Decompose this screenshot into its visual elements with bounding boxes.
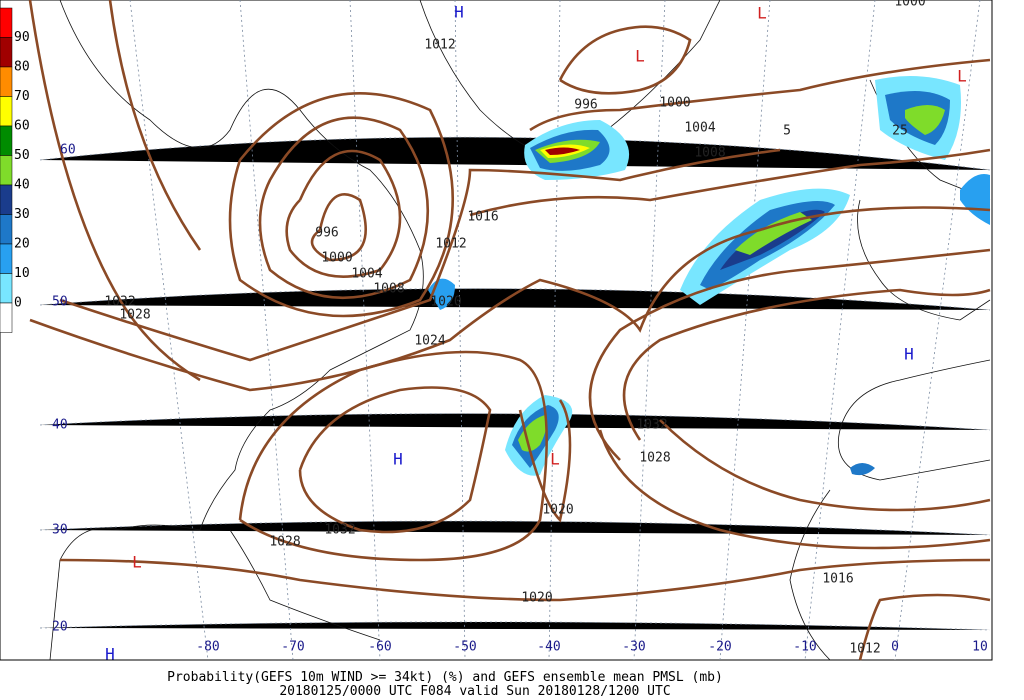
grid-line: [719, 0, 771, 661]
isobar-label: 1020: [430, 295, 461, 310]
longitude-label: -10: [793, 640, 816, 655]
isobar-label: 5: [783, 124, 791, 139]
grid-line: [39, 413, 991, 431]
legend-swatch: [0, 7, 13, 38]
legend-swatch: [0, 273, 13, 304]
isobar-label: 1012: [435, 237, 466, 252]
caption: 20180125/0000 UTC F084 valid Sun 2018012…: [279, 684, 670, 699]
isobar-label: 996: [315, 226, 338, 241]
isobar-label: 1028: [269, 535, 300, 550]
isobar-label: 1016: [822, 572, 853, 587]
high-marker: H: [904, 345, 914, 364]
legend-swatch: [0, 214, 13, 245]
isobar-label: 996: [574, 98, 597, 113]
high-marker: H: [105, 645, 115, 664]
longitude-label: -80: [196, 640, 219, 655]
isobar-label: 1032: [104, 295, 135, 310]
isobars: [28, 0, 991, 661]
isobar-label: 1032: [324, 523, 355, 538]
grid-line: [129, 0, 209, 661]
coastlines: [49, 0, 991, 661]
latitude-label: 60: [60, 143, 76, 158]
legend-label: 20: [14, 237, 30, 252]
longitude-label: -30: [622, 640, 645, 655]
isobar-label: 1028: [639, 451, 670, 466]
latitude-label: 40: [52, 418, 68, 433]
legend-label: 10: [14, 266, 30, 281]
low-marker: L: [635, 47, 645, 66]
latitude-label: 50: [52, 295, 68, 310]
latitude-label: 20: [52, 620, 68, 635]
grid-line: [39, 288, 991, 311]
longitude-label: -50: [453, 640, 476, 655]
isobar-label: 1000: [894, 0, 925, 10]
legend-swatch: [0, 37, 13, 68]
grid-line: [349, 0, 381, 661]
grid-line: [548, 0, 561, 661]
legend-label: 50: [14, 148, 30, 163]
legend: 90 80 70 60 50 40 30 20 10 0: [0, 7, 30, 333]
high-marker: H: [393, 450, 403, 469]
longitude-label: -40: [537, 640, 560, 655]
latitude-label: 30: [52, 523, 68, 538]
isobar-label: 1000: [321, 251, 352, 266]
graticule: [39, 0, 991, 661]
legend-swatch: [0, 125, 13, 156]
isobar-label: 1004: [684, 121, 715, 136]
high-marker: H: [454, 3, 464, 22]
grid-line: [894, 0, 981, 661]
isobar-label: 1004: [351, 267, 382, 282]
isobar-label: 1000: [659, 96, 690, 111]
low-marker: L: [132, 553, 142, 572]
grid-line: [39, 520, 991, 536]
legend-label: 30: [14, 207, 30, 222]
pressure-centers: H H H H L L L L L: [105, 3, 967, 664]
legend-swatch: [0, 302, 13, 333]
longitude-label: 10: [972, 640, 988, 655]
isobar-label: 1008: [694, 146, 725, 161]
legend-swatch: [0, 155, 13, 186]
grid-line: [39, 621, 991, 631]
legend-swatch: [0, 66, 13, 97]
low-marker: L: [757, 4, 767, 23]
legend-label: 80: [14, 60, 30, 75]
isobar-label: 1008: [373, 282, 404, 297]
grid-line: [804, 0, 876, 661]
isobar-label: 1024: [414, 334, 445, 349]
grid-line: [633, 0, 666, 661]
legend-label: 90: [14, 30, 30, 45]
legend-label: 70: [14, 89, 30, 104]
legend-swatch: [0, 243, 13, 274]
legend-swatch: [0, 96, 13, 127]
legend-label: 40: [14, 178, 30, 193]
isobar-label: 1028: [119, 308, 150, 323]
isobar-label: 1012: [424, 38, 455, 53]
grid-line: [39, 136, 991, 171]
longitude-label: -60: [368, 640, 391, 655]
isobar-label: 1016: [467, 210, 498, 225]
longitude-label: -70: [281, 640, 304, 655]
latitude-labels: 60 50 40 30 20: [52, 143, 76, 635]
low-marker: L: [957, 67, 967, 86]
isobar-labels: 1012 996 1000 1004 1008 5 1016 1012 996 …: [104, 0, 925, 657]
isobar-label: 1020: [542, 503, 573, 518]
low-marker: L: [550, 450, 560, 469]
isobar-label: 1032: [636, 418, 667, 433]
legend-label: 0: [14, 296, 22, 311]
caption: Probability(GEFS 10m WIND >= 34kt) (%) a…: [167, 670, 723, 685]
isobar-label: 1012: [849, 642, 880, 657]
longitude-label: -20: [708, 640, 731, 655]
legend-swatch: [0, 184, 13, 215]
isobar-label: 1020: [521, 591, 552, 606]
longitude-label: 0: [891, 640, 899, 655]
longitude-labels: -80 -70 -60 -50 -40 -30 -20 -10 0 10: [196, 640, 988, 655]
grid-line: [454, 0, 466, 661]
legend-label: 60: [14, 119, 30, 134]
isobar-label: 25: [892, 124, 908, 139]
grid-line: [239, 0, 294, 661]
